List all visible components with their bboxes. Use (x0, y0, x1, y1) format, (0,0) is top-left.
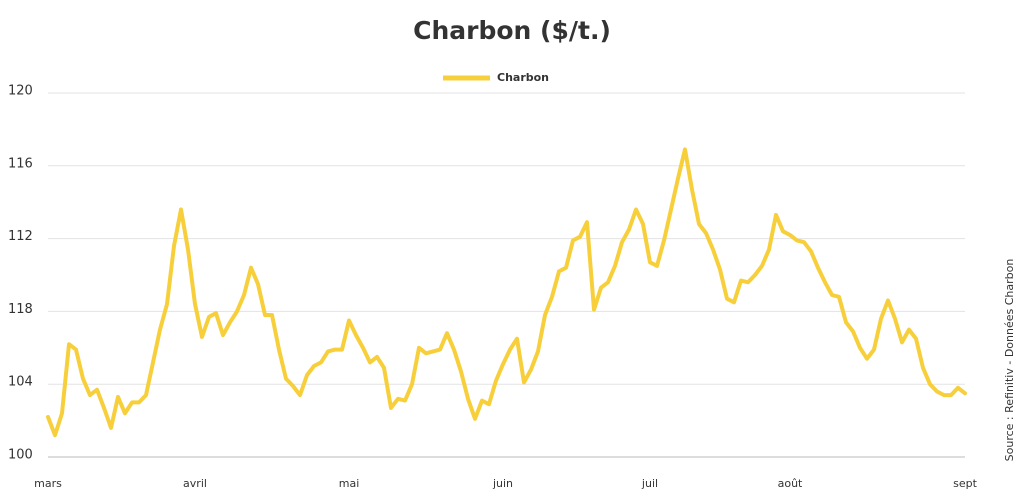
source-note: Source : Refinitiv - Données Charbon (1003, 259, 1016, 462)
y-tick-label: 118 (8, 302, 33, 317)
x-tick-label: août (778, 477, 803, 490)
data-line (46, 147, 967, 438)
legend-label: Charbon (497, 71, 549, 84)
y-tick-label: 100 (8, 448, 33, 463)
x-tick-label: juil (641, 477, 658, 490)
y-tick-label: 120 (8, 84, 33, 99)
x-tick-label: avril (183, 477, 207, 490)
x-tick-label: juin (492, 477, 513, 490)
chart-title: Charbon ($/t.) (413, 16, 611, 45)
x-tick-label: sept (953, 477, 977, 490)
x-tick-label: mai (339, 477, 360, 490)
y-tick-label: 116 (8, 156, 33, 171)
y-tick-label: 112 (8, 229, 33, 244)
y-tick-label: 104 (8, 375, 33, 390)
x-tick-label: mars (34, 477, 62, 490)
